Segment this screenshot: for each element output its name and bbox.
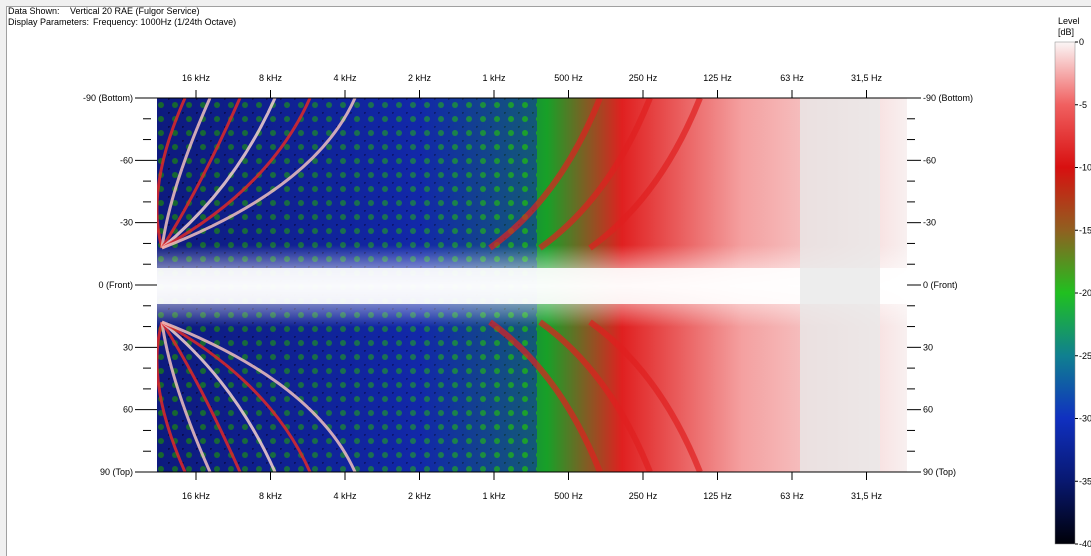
top-x-tick-label: 31,5 Hz bbox=[851, 73, 883, 83]
bottom-x-tick-label: 250 Hz bbox=[629, 491, 658, 501]
upper-lobe-arc bbox=[161, 98, 312, 250]
display-parameters-value: Frequency: 1000Hz (1/24th Octave) bbox=[93, 17, 237, 27]
top-x-tick-label: 250 Hz bbox=[629, 73, 658, 83]
right-y-tick-label: -60 bbox=[923, 155, 936, 165]
left-y-tick-label: 90 (Top) bbox=[100, 467, 133, 477]
right-y-tick-label: 60 bbox=[923, 405, 933, 415]
top-x-tick-label: 4 kHz bbox=[333, 73, 357, 83]
top-x-tick-label: 2 kHz bbox=[408, 73, 432, 83]
bottom-x-tick-label: 500 Hz bbox=[554, 491, 583, 501]
upper-lobe-arc bbox=[157, 98, 187, 249]
data-shown-value: Vertical 20 RAE (Fulgor Service) bbox=[70, 6, 200, 16]
upper-lobe-arc bbox=[161, 98, 277, 250]
bottom-x-tick-label: 2 kHz bbox=[408, 491, 432, 501]
lower-lobe-arc bbox=[160, 321, 242, 472]
lower-lobe-arc bbox=[161, 320, 277, 472]
bottom-x-tick-label: 4 kHz bbox=[333, 491, 357, 501]
legend-tick-label: -10 bbox=[1079, 163, 1091, 173]
upper-lobe-arc bbox=[161, 98, 357, 250]
left-y-tick-label: -60 bbox=[120, 155, 133, 165]
lower-lobe-arc bbox=[161, 320, 357, 472]
top-x-tick-label: 1 kHz bbox=[482, 73, 506, 83]
data-shown-label: Data Shown: bbox=[8, 6, 60, 16]
lower-lobe-arc bbox=[160, 321, 212, 472]
legend-colorbar bbox=[1054, 41, 1076, 545]
lower-lobe-arc bbox=[157, 321, 187, 472]
right-y-tick-label: 0 (Front) bbox=[923, 280, 958, 290]
data-shown-line: Data Shown: Vertical 20 RAE (Fulgor Servi… bbox=[8, 6, 200, 16]
right-angle-axis: -90 (Bottom) -60 -30 0 (Front) 30 60 90 (Top) bbox=[907, 93, 973, 477]
plot-border bbox=[157, 97, 907, 473]
top-x-tick-label: 16 kHz bbox=[182, 73, 211, 83]
lower-red-lobe bbox=[538, 319, 653, 472]
legend-title-unit: [dB] bbox=[1058, 27, 1075, 37]
left-y-tick-label: -30 bbox=[120, 218, 133, 228]
left-y-tick-label: 60 bbox=[123, 405, 133, 415]
legend-tick-label: -20 bbox=[1079, 288, 1091, 298]
upper-red-lobe bbox=[538, 98, 653, 251]
bottom-x-tick-label: 16 kHz bbox=[182, 491, 211, 501]
legend-tick-label: -5 bbox=[1079, 100, 1087, 110]
left-angle-axis: -90 (Bottom) -60 -30 0 (Front) 30 60 90 (Top) bbox=[83, 93, 157, 477]
left-y-tick-label: -90 (Bottom) bbox=[83, 93, 133, 103]
top-x-tick-label: 8 kHz bbox=[259, 73, 283, 83]
right-y-tick-label: 90 (Top) bbox=[923, 467, 956, 477]
display-parameters-label: Display Parameters: bbox=[8, 17, 90, 27]
legend-ticks: 0 -5 -10 -15 -20 -25 -30 -35 -40 bbox=[1075, 37, 1091, 549]
lower-red-lobe bbox=[588, 319, 703, 472]
legend-tick-label: -25 bbox=[1079, 351, 1091, 361]
upper-lobe-arc bbox=[160, 98, 242, 249]
legend-tick-label: 0 bbox=[1079, 37, 1084, 47]
legend-tick-label: -15 bbox=[1079, 225, 1091, 235]
side-lobe-arcs bbox=[157, 98, 703, 472]
bottom-x-tick-label: 31,5 Hz bbox=[851, 491, 883, 501]
bottom-x-tick-label: 1 kHz bbox=[482, 491, 506, 501]
top-x-tick-label: 125 Hz bbox=[703, 73, 732, 83]
upper-red-lobe bbox=[488, 98, 603, 251]
right-y-tick-label: 30 bbox=[923, 342, 933, 352]
upper-lobe-arc bbox=[160, 98, 212, 249]
bottom-frequency-axis: 16 kHz 8 kHz 4 kHz 2 kHz 1 kHz 500 Hz 250 Hz 12… bbox=[182, 472, 883, 501]
legend-tick-label: -30 bbox=[1079, 414, 1091, 424]
lower-red-lobe bbox=[488, 319, 603, 472]
top-frequency-axis: 16 kHz 8 kHz 4 kHz 2 kHz 1 kHz 500 Hz 250 Hz 12… bbox=[182, 73, 883, 98]
right-y-tick-label: -30 bbox=[923, 218, 936, 228]
left-y-tick-label: 30 bbox=[123, 342, 133, 352]
heatmap-area bbox=[157, 98, 907, 472]
bottom-x-tick-label: 125 Hz bbox=[703, 491, 732, 501]
left-y-tick-label: 0 (Front) bbox=[98, 280, 133, 290]
legend-tick-label: -35 bbox=[1079, 476, 1091, 486]
bottom-x-tick-label: 8 kHz bbox=[259, 491, 283, 501]
lower-lobe-arc bbox=[161, 320, 312, 472]
top-x-tick-label: 500 Hz bbox=[554, 73, 583, 83]
display-parameters-line: Display Parameters: Frequency: 1000Hz (1/… bbox=[8, 17, 236, 27]
top-x-tick-label: 63 Hz bbox=[780, 73, 804, 83]
right-y-tick-label: -90 (Bottom) bbox=[923, 93, 973, 103]
legend-title-level: Level bbox=[1058, 16, 1080, 26]
upper-red-lobe bbox=[588, 98, 703, 251]
legend-tick-label: -40 bbox=[1079, 539, 1091, 549]
bottom-x-tick-label: 63 Hz bbox=[780, 491, 804, 501]
